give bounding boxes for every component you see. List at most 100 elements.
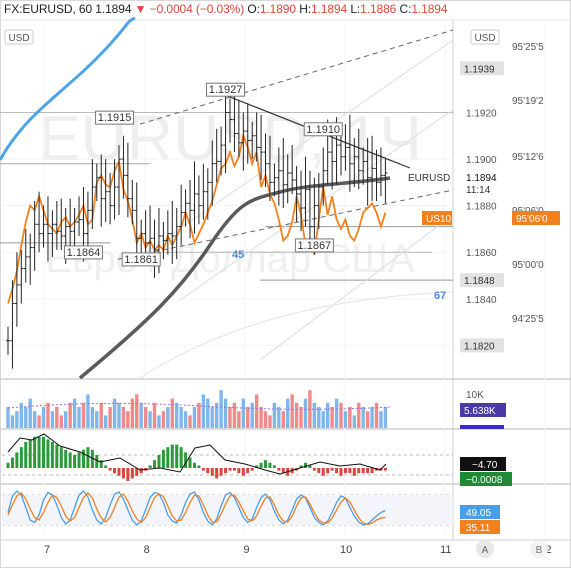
macd-bar xyxy=(201,468,205,471)
price-label: 1.1910 xyxy=(306,124,340,136)
volume-bar xyxy=(286,398,290,428)
macd-bar xyxy=(255,465,259,468)
volume-bar xyxy=(259,407,263,428)
macd-bar xyxy=(299,465,303,468)
price-badge-box xyxy=(460,170,502,196)
price-axis[interactable]: 1.1920 1.1900 1.1880 1.1860 1.1840 1.1820 95'2… xyxy=(408,42,560,353)
volume-bar xyxy=(250,402,254,428)
upper-channel-line xyxy=(139,29,454,125)
right-axis-tick: 94'25'5 xyxy=(512,314,544,325)
time-tick: 9 xyxy=(243,544,249,556)
macd-bar xyxy=(268,462,272,468)
level-badge-1939: 1.1939 xyxy=(464,64,495,75)
volume-bar xyxy=(72,398,77,428)
macd-bar xyxy=(126,468,130,481)
macd-bar xyxy=(121,468,125,479)
volume-bar xyxy=(246,407,250,428)
volume-bar xyxy=(339,402,343,428)
main-pane[interactable]: 1.1915 1.1927 1.1910 1.1864 1.1861 1.1867 45 67 xyxy=(0,16,545,535)
macd-bar xyxy=(237,468,241,474)
volume-bar xyxy=(192,407,197,428)
macd-bar xyxy=(148,465,152,468)
macd-bar xyxy=(55,444,59,468)
high-label: H: xyxy=(299,2,311,16)
macd-bar xyxy=(64,449,68,468)
volume-bar xyxy=(303,398,308,428)
macd-bar xyxy=(153,460,157,468)
volume-bar xyxy=(81,402,86,428)
volume-bar xyxy=(130,398,135,428)
volume-bar xyxy=(223,398,228,428)
macd-bar xyxy=(59,447,63,468)
volume-bar xyxy=(170,398,174,428)
volume-bar xyxy=(166,407,170,428)
macd-bar xyxy=(73,455,77,468)
level-badge-1848: 1.1848 xyxy=(464,276,495,287)
price-label: 1.1915 xyxy=(98,112,132,124)
stochastic-pane[interactable]: 49.05 35.11 xyxy=(2,490,500,534)
b-label: B xyxy=(536,545,543,556)
right-scale-button[interactable] xyxy=(470,29,500,45)
macd-bar xyxy=(370,468,374,474)
stoch-k-badge-box xyxy=(460,505,500,519)
macd-hist-badge-box xyxy=(460,472,512,486)
volume-bar xyxy=(86,394,90,428)
price-label: 1.1861 xyxy=(124,254,158,266)
volume-bar xyxy=(50,411,55,428)
left-axis-tick: 1.1900 xyxy=(466,155,497,166)
macd-bar xyxy=(46,439,50,468)
stoch-k-badge: 49.05 xyxy=(466,508,491,519)
macd-bar xyxy=(228,468,232,471)
left-scale-button[interactable] xyxy=(4,29,34,45)
macd-bar xyxy=(50,442,54,468)
volume-bar xyxy=(183,411,188,428)
volume-bar xyxy=(126,411,130,428)
macd-bar xyxy=(197,465,201,468)
us10-label-box xyxy=(422,211,452,225)
macd-line xyxy=(7,433,387,475)
chart-header: FX:EURUSD, 60 1.1894 ▼ −0.0004 (−0.03%) … xyxy=(4,2,448,16)
right-axis-tick: 95'19'2 xyxy=(512,96,544,107)
volume-pane[interactable]: 10K 5.638K xyxy=(6,390,506,429)
us10-value: 95'06'0 xyxy=(516,214,548,225)
eurusd-series-label: EURUSD xyxy=(408,173,450,184)
volume-bar xyxy=(32,411,37,428)
macd-bar xyxy=(215,468,219,479)
volume-bar xyxy=(95,411,99,428)
symbol-label[interactable]: FX:EURUSD, 60 xyxy=(4,2,93,16)
last-price: 1.1894 xyxy=(95,2,132,16)
down-arrow-icon: ▼ xyxy=(134,2,147,16)
volume-bar xyxy=(294,402,299,428)
volume-bar xyxy=(268,415,272,428)
macd-bar xyxy=(246,468,250,474)
macd-bar xyxy=(312,468,316,471)
volume-bar xyxy=(197,402,201,428)
open-label: O: xyxy=(247,2,260,16)
macd-bar xyxy=(348,468,352,474)
volume-bar xyxy=(365,411,370,428)
macd-bar xyxy=(95,455,99,468)
level-badge-1820-box xyxy=(460,338,504,353)
b-button[interactable] xyxy=(530,540,548,558)
macd-bar xyxy=(219,468,223,476)
macd-pane[interactable]: −4.70 −0.0008 xyxy=(2,433,512,486)
price-label: 1.1864 xyxy=(67,247,101,259)
volume-bar xyxy=(77,407,81,428)
volume-bar xyxy=(179,407,183,428)
price-label-box xyxy=(121,252,161,267)
volume-bar xyxy=(108,407,112,428)
us10-label: US10 xyxy=(426,214,451,225)
auto-scale-button[interactable] xyxy=(476,540,494,558)
volume-bar xyxy=(263,411,268,428)
macd-bar xyxy=(352,468,356,476)
volume-bar xyxy=(19,402,24,428)
macd-bar xyxy=(90,449,94,468)
volume-bar xyxy=(15,411,19,428)
price-label-box xyxy=(206,82,246,97)
price-badge: 1.1894 xyxy=(466,173,497,184)
macd-bar xyxy=(308,465,312,468)
volume-bar xyxy=(28,398,32,428)
level-badge-1939-box xyxy=(460,61,504,76)
volume-bar xyxy=(210,407,214,428)
